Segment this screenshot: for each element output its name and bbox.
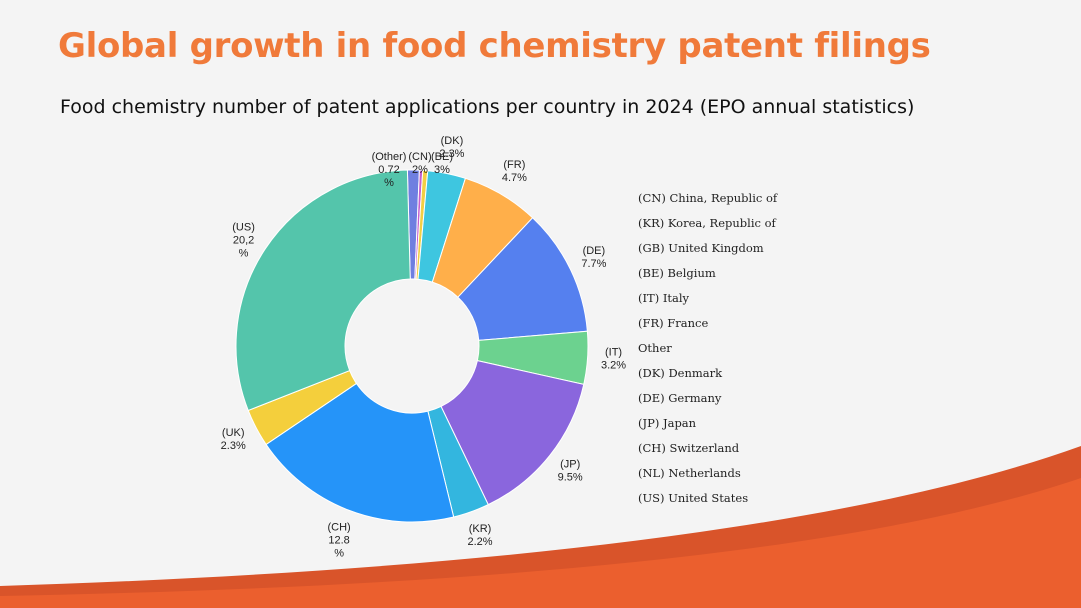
legend-item: Other xyxy=(638,341,672,355)
slice-label-line: 3.2% xyxy=(601,360,626,372)
legend-item: (FR) France xyxy=(638,316,709,330)
slice-label-be: (BE) 3% xyxy=(431,151,453,176)
legend-item: (DE) Germany xyxy=(638,391,722,405)
slice-label-line: 20,2 xyxy=(233,234,254,246)
slice-label-us: (US) 20,2% xyxy=(232,221,255,259)
slide-title: Global growth in food chemistry patent f… xyxy=(58,26,931,66)
slice-us xyxy=(235,169,411,412)
slice-label-de: (DE) 7.7% xyxy=(581,245,606,270)
slice-ch xyxy=(265,382,455,523)
footer-wave-front xyxy=(0,478,1081,608)
slice-label-jp: (JP) 9.5% xyxy=(558,459,583,484)
slice-label-kr: (KR) 2.2% xyxy=(468,523,493,548)
slice-label-ch: (CH) 12.8% xyxy=(328,521,351,559)
slice-label-line: 2% xyxy=(412,164,428,176)
slice-label-line: 0.72 xyxy=(378,164,399,176)
chart-legend: (CN) China, Republic of (KR) Korea, Repub… xyxy=(638,190,777,515)
slice-label-line: 7.7% xyxy=(581,258,606,270)
slice-label-line: (US) xyxy=(232,221,255,233)
slice-label-line: 3% xyxy=(434,164,450,176)
slice-label-line: 9.5% xyxy=(558,472,583,484)
legend-item: (CN) China, Republic of xyxy=(638,191,778,205)
slice-label-line: % xyxy=(384,177,394,189)
legend-item: (GB) United Kingdom xyxy=(638,241,764,255)
donut-slices xyxy=(235,169,589,523)
slice-labels: (Other) 0.72 %(CN) 2%(BE) 3%(DK) 2.3%(FR) 4.7%… xyxy=(221,135,627,559)
slice-label-line: (DK) xyxy=(441,135,464,147)
slice-label-line: 2.3% xyxy=(221,440,246,452)
legend-item: (NL) Netherlands xyxy=(638,466,741,480)
slice-label-fr: (FR) 4.7% xyxy=(502,159,527,184)
slice-label-other: (Other) 0.72% xyxy=(372,151,407,189)
slice-label-line: (FR) xyxy=(503,159,525,171)
legend-item: (CH) Switzerland xyxy=(638,441,740,455)
slice-label-line: (UK) xyxy=(222,427,245,439)
slice-label-line: (Other) xyxy=(372,151,407,163)
legend-item: (IT) Italy xyxy=(638,291,690,305)
slice-label-it: (IT) 3.2% xyxy=(601,347,626,372)
slice-label-line: 2.2% xyxy=(468,536,493,548)
legend-item: (BE) Belgium xyxy=(638,266,716,280)
slice-label-dk: (DK) 2.3% xyxy=(439,135,464,160)
slice-label-line: (IT) xyxy=(605,347,622,359)
slice-label-line: (BE) xyxy=(431,151,453,163)
legend-item: (DK) Denmark xyxy=(638,366,723,380)
legend-item: (US) United States xyxy=(638,491,749,505)
slice-label-line: 2.3% xyxy=(439,148,464,160)
slice-label-line: (JP) xyxy=(560,459,580,471)
slice-label-line: (DE) xyxy=(583,245,606,257)
slide-subtitle: Food chemistry number of patent applicat… xyxy=(60,96,915,118)
slice-label-uk: (UK) 2.3% xyxy=(221,427,246,452)
slice-label-line: % xyxy=(334,547,344,559)
legend-item: (KR) Korea, Republic of xyxy=(638,216,776,230)
slice-jp xyxy=(440,360,585,506)
slice-label-cn: (CN) 2% xyxy=(408,151,431,176)
slice-label-line: 12.8 xyxy=(328,534,349,546)
legend-item: (JP) Japan xyxy=(638,416,697,430)
slice-label-line: (KR) xyxy=(469,523,492,535)
slice-label-line: (CH) xyxy=(328,521,351,533)
slice-label-line: % xyxy=(239,247,249,259)
slice-label-line: (CN) xyxy=(408,151,431,163)
slice-label-line: 4.7% xyxy=(502,172,527,184)
